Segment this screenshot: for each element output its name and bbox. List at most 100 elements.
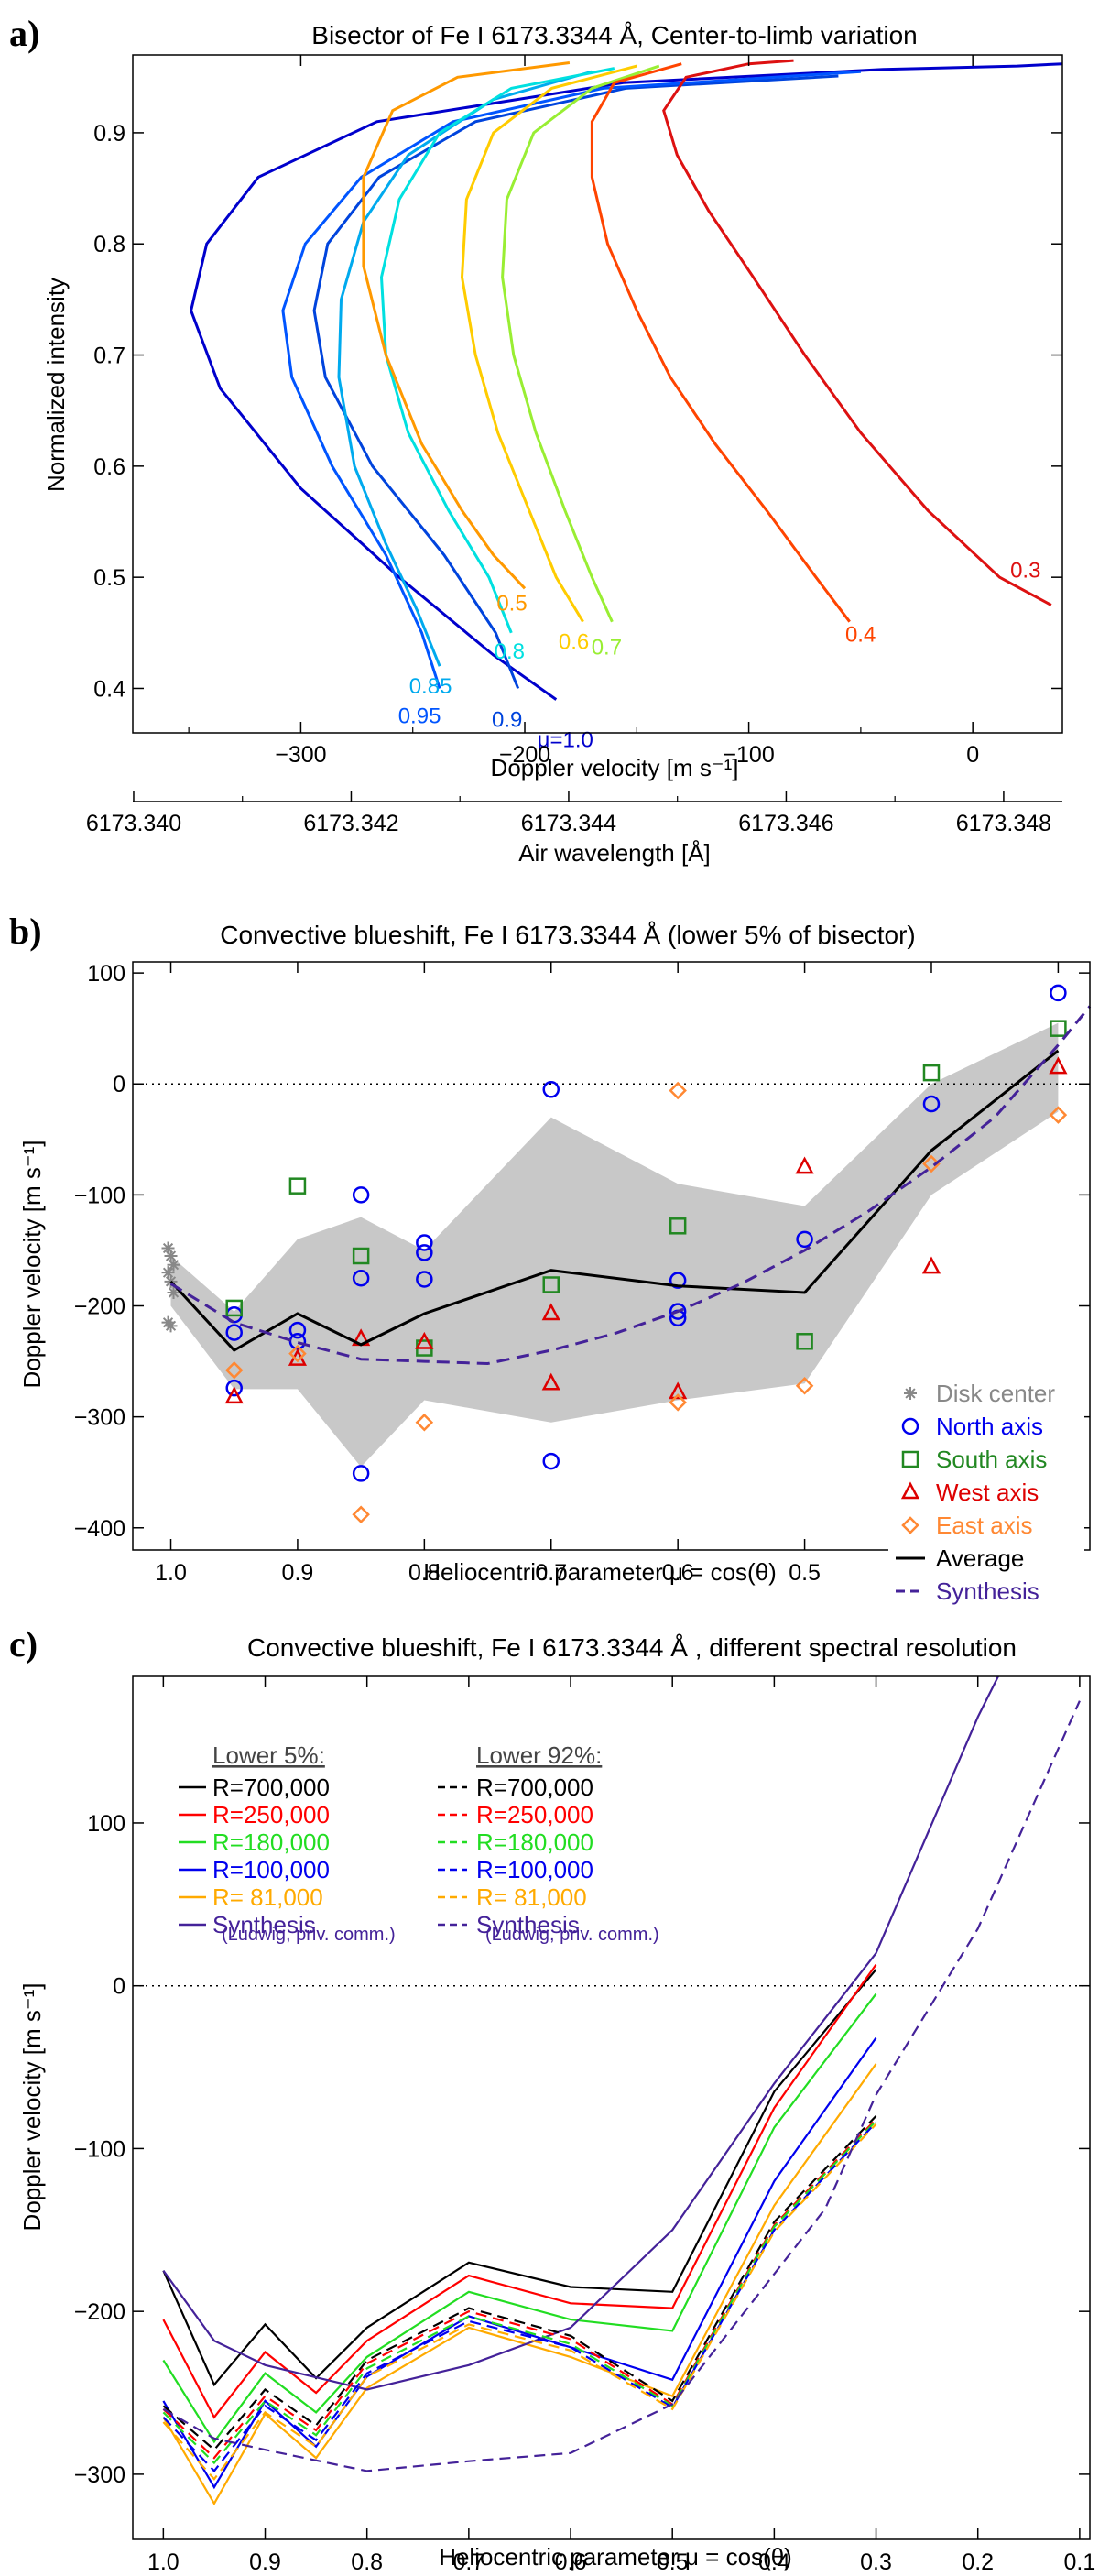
panel-b-xtick-label: 0.6 (662, 1560, 694, 1586)
north-axis-point (225, 1379, 243, 1397)
legend-note-right: (Ludwig, priv. comm.) (485, 1925, 659, 1945)
bisector-label-0-85: 0.85 (409, 674, 452, 699)
resolution-line-lower-5-r-700-000 (162, 1969, 877, 2387)
panel-a-title: Bisector of Fe I 6173.3344 Å, Center-to-… (311, 21, 917, 49)
east-axis-point (795, 1376, 814, 1395)
bisector-label-0-4: 0.4 (845, 623, 876, 648)
bisector-curves: μ=1.0 0.9 0.95 0.85 0.8 0.5 0.6 0.7 0.4 0.3 (190, 59, 1063, 753)
disk-center-point (164, 1319, 178, 1333)
north-axis-point (542, 1452, 560, 1470)
panel-a-xtick-label: −200 (499, 742, 550, 768)
east-axis-point (415, 1413, 434, 1432)
panel-c-label: c) (9, 1623, 38, 1665)
panel-a-ytick-label: 0.9 (93, 121, 125, 147)
panel-b-ylabel: Doppler velocity [m s⁻¹] (18, 1141, 46, 1389)
legend-lower-92-r-250-000: R=250,000 (476, 1801, 593, 1828)
north-axis-point (669, 1272, 687, 1289)
panel-c-ytick-label: −200 (74, 2299, 125, 2325)
panel-a-ytick-label: 0.4 (93, 676, 125, 702)
panel-a-xtick-label: 0 (966, 742, 979, 768)
west-axis-point (541, 1372, 560, 1391)
south-axis-point (922, 1064, 941, 1082)
panel-b: b) Convective blueshift, Fe I 6173.3344 … (9, 911, 1092, 1632)
west-axis-point (921, 1256, 941, 1274)
panel-a-xtick-label: −100 (723, 742, 774, 768)
legend-lower-5-r-100-000: R=100,000 (212, 1856, 330, 1883)
east-axis-point (1049, 1106, 1068, 1124)
panel-c-xtick-label: 0.3 (860, 2549, 892, 2575)
panel-b-ytick-label: −400 (74, 1516, 125, 1542)
panel-a-xtick-label: −300 (275, 742, 326, 768)
east-axis-point (669, 1081, 687, 1100)
north-axis-point (922, 1095, 941, 1113)
legend-disk-center-swatch (904, 1387, 917, 1400)
panel-c-ytick-label: −100 (74, 2136, 125, 2162)
disk-center-point (167, 1285, 180, 1299)
resolution-line-lower-92-r-81-000 (162, 2123, 877, 2481)
legend-south-axis-label: South axis (936, 1446, 1047, 1473)
east-axis-point (352, 1505, 370, 1524)
legend-note-left: (Ludwig, priv. comm.) (222, 1925, 396, 1945)
panel-c-xtick-label: 1.0 (147, 2549, 180, 2575)
resolution-line-lower-92-r-700-000 (162, 2115, 877, 2451)
north-axis-point (669, 1303, 687, 1320)
bisector-curve-0-4 (590, 62, 851, 623)
panel-b-legend: Disk center North axis South axis West axis… (888, 1372, 1084, 1632)
legend-south-axis-swatch (901, 1450, 919, 1468)
legend-head-lower-92: Lower 92%: (476, 1741, 602, 1769)
panel-c-xtick-label: 0.6 (555, 2549, 587, 2575)
panel-b-legend-box (888, 1372, 1084, 1632)
legend-lower-5-r-250-000: R=250,000 (212, 1801, 330, 1828)
legend-east-axis-swatch (901, 1516, 919, 1534)
panel-b-frame (132, 961, 1091, 1551)
panel-c-xtick-label: 0.7 (452, 2549, 484, 2575)
panel-a-ytick-label: 0.8 (93, 232, 125, 257)
north-axis-point (352, 1269, 370, 1287)
panel-c-ytick-label: 100 (87, 1811, 125, 1837)
panel-a-ytick-label: 0.6 (93, 454, 125, 480)
panel-c-xtick-label: 0.8 (351, 2549, 383, 2575)
wavelength-tick-label: 6173.342 (303, 811, 398, 836)
legend-lower-5-r-180-000: R=180,000 (212, 1828, 330, 1856)
bisector-curve-0-8 (379, 67, 615, 634)
panel-c-ytick-label: −300 (74, 2462, 125, 2488)
west-axis-point (415, 1331, 434, 1349)
disk-center-point (164, 1274, 178, 1288)
resolution-line-lower-92-r-100-000 (162, 2122, 877, 2473)
panel-c-xlabel: Heliocentric parameter μ = cos(θ) (439, 2543, 792, 2571)
bisector-label-0-7: 0.7 (592, 636, 622, 660)
north-axis-point (352, 1186, 370, 1204)
disk-center-point (164, 1250, 178, 1262)
east-axis-point (224, 1360, 244, 1380)
north-axis-point (416, 1244, 433, 1261)
panel-b-xtick-label: 0.7 (535, 1560, 567, 1586)
west-axis-point (795, 1156, 814, 1174)
legend-lower-5-r-700-000: R=700,000 (212, 1774, 330, 1801)
panel-c-lines (162, 1676, 1081, 2506)
panel-b-xlabel: Heliocentric parameter μ = cos(θ) (423, 1558, 777, 1586)
legend-west-axis-swatch (900, 1481, 920, 1500)
wavelength-tick-label: 6173.340 (86, 811, 181, 836)
panel-c-axes: 1.0 0.9 0.8 0.7 0.6 0.5 0.4 0.3 0.2 0.1 −300 −200 −1… (74, 1675, 1095, 2575)
panel-a-xlabel: Doppler velocity [m s⁻¹] (491, 754, 739, 781)
bisector-curve-0-6 (460, 64, 637, 623)
bisector-label-0-5: 0.5 (496, 591, 527, 616)
legend-east-axis-label: East axis (936, 1512, 1033, 1539)
panel-a-ytick-label: 0.7 (93, 344, 125, 369)
bisector-label-0-9: 0.9 (492, 707, 522, 732)
panel-c-xtick-label: 0.4 (758, 2549, 790, 2575)
panel-b-xtick-label: 0.8 (408, 1560, 441, 1586)
panel-c-xtick-label: 0.2 (962, 2549, 994, 2575)
legend-north-axis-swatch (901, 1417, 919, 1435)
west-axis-point (669, 1381, 688, 1400)
north-axis-point (542, 1081, 560, 1098)
bisector-label-0-6: 0.6 (559, 630, 589, 655)
resolution-plot (133, 1676, 1090, 2506)
panel-a: a) Bisector of Fe I 6173.3344 Å, Center-… (9, 13, 1063, 867)
bisector-curve-0-3 (662, 59, 1052, 606)
panel-a-xlabel2: Air wavelength [Å] (518, 839, 711, 867)
legend-west-axis-label: West axis (936, 1479, 1039, 1506)
variation-band (170, 1022, 1059, 1468)
bisector-label-0-8: 0.8 (495, 639, 525, 664)
panel-a-ylabel: Normalized intensity (42, 278, 70, 492)
